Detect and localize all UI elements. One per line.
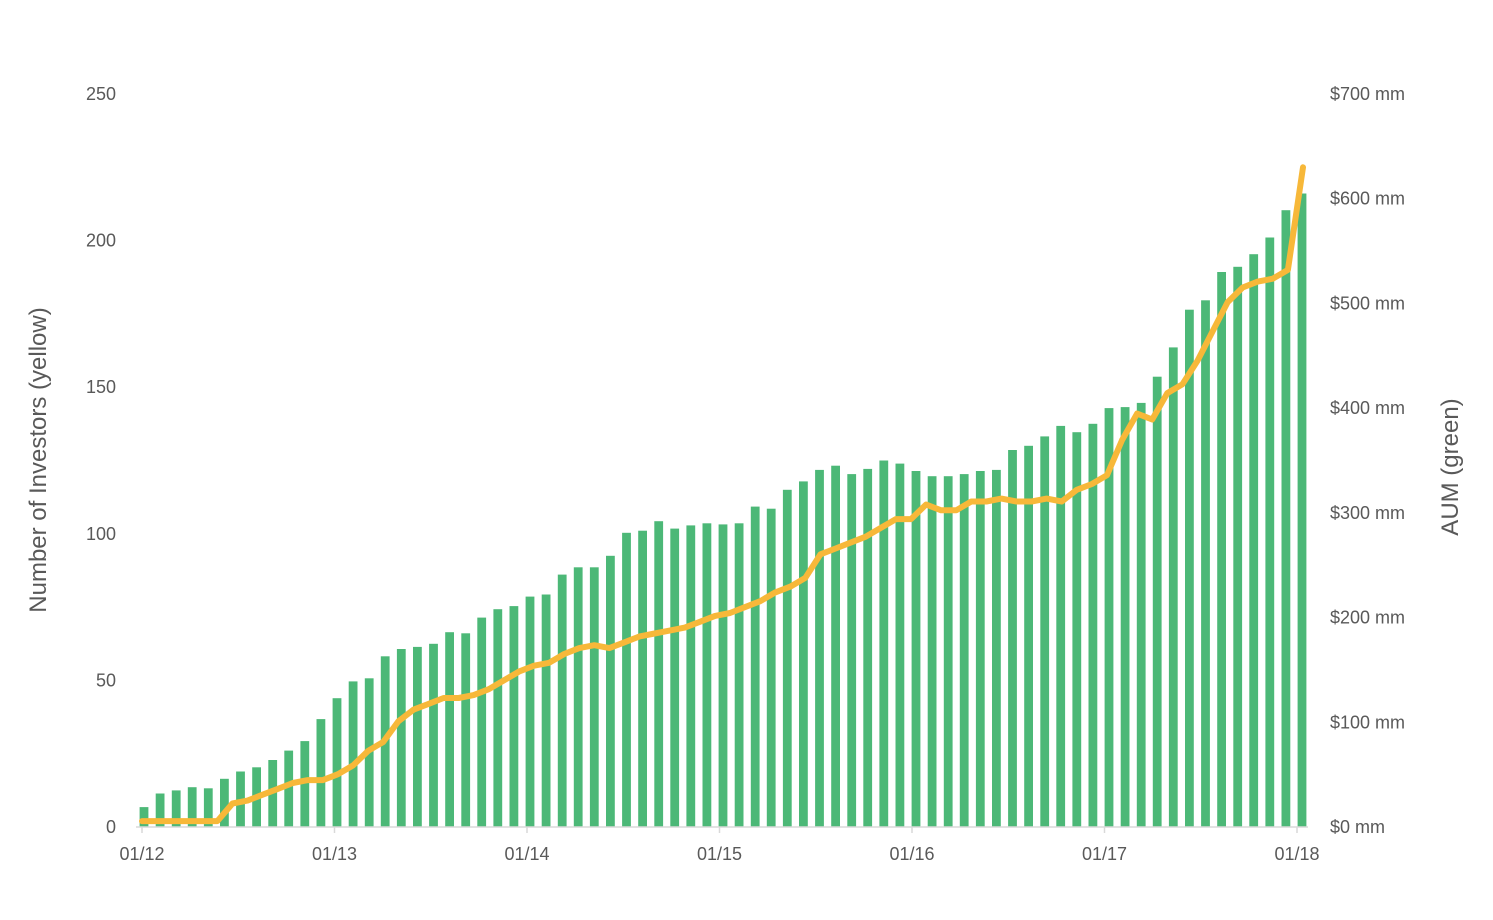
left-tick-label: 0 <box>106 817 116 837</box>
aum-bar <box>1217 272 1226 827</box>
aum-bar <box>573 567 583 827</box>
aum-bar <box>541 594 551 827</box>
right-tick-label: $0 mm <box>1330 817 1385 837</box>
x-tick-label: 01/15 <box>697 844 742 864</box>
aum-bar <box>477 617 487 827</box>
aum-bar <box>1201 300 1210 827</box>
aum-bar <box>734 523 744 827</box>
x-tick-label: 01/14 <box>504 844 549 864</box>
x-tick-label: 01/13 <box>312 844 357 864</box>
aum-bar <box>461 633 471 827</box>
aum-bar <box>1249 254 1259 827</box>
aum-bar <box>493 609 503 827</box>
right-tick-label: $200 mm <box>1330 608 1405 628</box>
aum-bar <box>1104 408 1114 827</box>
aum-bar <box>1152 376 1162 827</box>
aum-bar <box>654 521 664 827</box>
aum-bar <box>702 523 712 827</box>
aum-bar <box>589 567 599 827</box>
aum-bar <box>139 807 149 827</box>
right-tick-label: $100 mm <box>1330 712 1405 732</box>
aum-bar <box>686 525 696 827</box>
aum-bar <box>525 596 535 827</box>
right-tick-label: $600 mm <box>1330 189 1405 209</box>
aum-bar <box>1040 436 1050 827</box>
aum-bar <box>895 463 905 827</box>
aum-bar <box>171 790 181 827</box>
aum-bar <box>1265 237 1275 827</box>
aum-bar <box>1185 309 1194 827</box>
aum-bar <box>638 530 647 827</box>
x-tick-label: 01/17 <box>1082 844 1127 864</box>
aum-bar <box>831 465 840 827</box>
aum-bar <box>1281 210 1291 827</box>
aum-bar <box>927 476 937 827</box>
right-tick-label: $500 mm <box>1330 293 1405 313</box>
aum-bar <box>284 750 294 827</box>
aum-bar <box>1297 193 1307 827</box>
aum-bar <box>187 787 197 827</box>
aum-bar <box>879 460 889 827</box>
aum-bar <box>396 649 406 827</box>
aum-bar <box>847 474 857 827</box>
bars-group <box>139 193 1307 828</box>
aum-bar <box>316 719 326 827</box>
x-tick-label: 01/12 <box>119 844 164 864</box>
left-tick-label: 50 <box>96 670 116 690</box>
x-tick-label: 01/16 <box>889 844 934 864</box>
aum-bar <box>445 632 454 827</box>
left-tick-label: 200 <box>86 231 116 251</box>
aum-bar <box>348 681 358 827</box>
aum-bar <box>155 793 165 827</box>
right-axis-ticks: $0 mm $100 mm $200 mm $300 mm $400 mm $500 mm… <box>1330 84 1405 837</box>
aum-bar <box>557 574 567 827</box>
aum-bar <box>992 469 1001 827</box>
aum-bar <box>766 508 776 827</box>
aum-bar <box>1024 445 1033 827</box>
aum-bar <box>606 555 615 827</box>
aum-bar <box>1072 432 1082 827</box>
left-axis-ticks: 0 50 100 150 200 250 <box>86 84 116 837</box>
x-axis-ticks: 01/12 01/13 01/14 01/15 01/16 01/17 01/18 <box>119 827 1320 864</box>
aum-bar <box>1120 407 1130 827</box>
aum-bar <box>863 468 873 827</box>
aum-bar <box>718 524 728 827</box>
aum-bar <box>943 476 953 827</box>
aum-bar <box>959 474 969 827</box>
aum-bar <box>670 528 680 827</box>
aum-bar <box>750 506 760 827</box>
aum-bar <box>300 741 310 827</box>
aum-bar <box>1168 347 1178 827</box>
x-tick-label: 01/18 <box>1274 844 1319 864</box>
aum-bar <box>413 646 422 827</box>
aum-bar <box>1088 423 1098 827</box>
aum-bar <box>332 698 342 827</box>
right-tick-label: $700 mm <box>1330 84 1405 104</box>
investor-line-group <box>139 164 1306 825</box>
right-tick-label: $400 mm <box>1330 398 1405 418</box>
aum-bar <box>975 471 985 827</box>
investors-line <box>139 164 1306 825</box>
aum-bar <box>509 606 519 827</box>
aum-bar <box>220 778 229 827</box>
right-tick-label: $300 mm <box>1330 503 1405 523</box>
aum-bar <box>622 532 631 827</box>
aum-bar <box>1136 402 1146 827</box>
aum-bar <box>911 471 921 827</box>
aum-bar <box>1233 266 1243 827</box>
aum-bar <box>815 469 824 827</box>
left-tick-label: 150 <box>86 377 116 397</box>
aum-bar <box>203 788 213 827</box>
left-tick-label: 250 <box>86 84 116 104</box>
left-tick-label: 100 <box>86 524 116 544</box>
aum-bar <box>1008 450 1017 827</box>
aum-bar <box>799 481 808 827</box>
right-axis-title: AUM (green) <box>1437 398 1464 535</box>
aum-bar <box>1056 425 1066 827</box>
aum-bar <box>429 643 438 828</box>
aum-bar <box>782 489 792 827</box>
left-axis-title: Number of Investors (yellow) <box>25 307 52 612</box>
